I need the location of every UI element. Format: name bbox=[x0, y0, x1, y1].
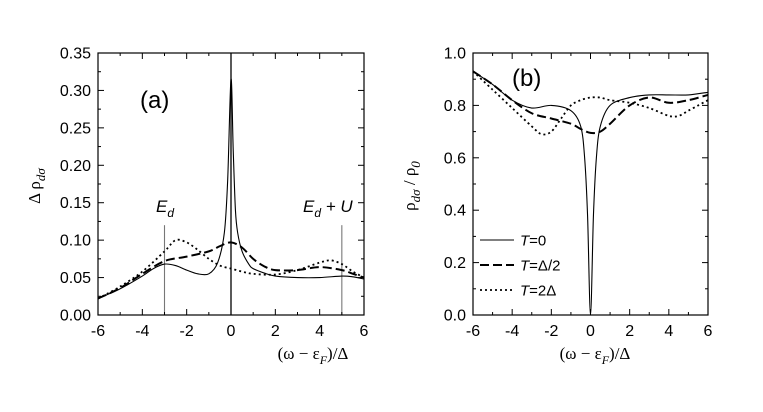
y-axis-label-sub: 0 bbox=[408, 161, 423, 168]
panel-a: -6 -4 -2 0 2 4 6 0.00 0.05 0.10 0.15 0.20 0.25 0.30 0.… bbox=[25, 46, 369, 368]
x-tick-label: 0 bbox=[586, 323, 595, 340]
series-line-dotted bbox=[472, 70, 709, 136]
legend-var: T bbox=[520, 258, 531, 275]
x-tick-label: 6 bbox=[360, 323, 369, 340]
panel-b-ticks: -6 -4 -2 0 2 4 6 0.0 0.2 0.4 0.6 0.8 1.0 bbox=[444, 46, 713, 341]
legend-entry: T=Δ/2 bbox=[520, 258, 560, 275]
x-axis-label-text: (ω − εF)/Δ bbox=[278, 344, 349, 367]
x-tick-label: -4 bbox=[135, 323, 149, 340]
panel-a-annotations: Ed Ed + U bbox=[156, 197, 353, 220]
annotation-rest: + U bbox=[321, 197, 353, 216]
x-axis-label-rest: )/Δ bbox=[609, 344, 630, 363]
x-axis-label-sub: F bbox=[319, 353, 328, 367]
panel-a-curves bbox=[97, 53, 365, 315]
annotation-main: E bbox=[303, 197, 315, 216]
panel-a-y-axis-label: Δ ρdσ bbox=[25, 168, 48, 204]
y-axis-label-text: Δ ρdσ bbox=[25, 168, 48, 204]
x-axis-label-sub: F bbox=[601, 353, 610, 367]
x-tick-label: 4 bbox=[664, 323, 673, 340]
x-axis-label-text: (ω − εF)/Δ bbox=[560, 344, 631, 367]
legend-value: =2Δ bbox=[529, 283, 556, 300]
panel-b-y-axis-label: ρdσ / ρ0 bbox=[400, 161, 423, 211]
annotation-subscript: d bbox=[167, 206, 174, 220]
legend-value: =Δ/2 bbox=[529, 258, 560, 275]
x-tick-label: -4 bbox=[505, 323, 519, 340]
y-tick-label: 0.25 bbox=[60, 120, 91, 137]
legend-var: T bbox=[520, 283, 531, 300]
legend-entry: T=0 bbox=[520, 233, 546, 250]
series-line-dashed bbox=[97, 241, 365, 300]
y-tick-label: 0.6 bbox=[444, 150, 466, 167]
y-axis-label-main: / ρ bbox=[400, 168, 419, 190]
x-tick-label: 2 bbox=[625, 323, 634, 340]
annotation-label: Ed + U bbox=[303, 197, 353, 220]
annotation-subscript: d bbox=[314, 206, 321, 220]
y-tick-label: 0.05 bbox=[60, 270, 91, 287]
panel-b-x-axis-label: (ω − εF)/Δ bbox=[560, 344, 631, 367]
y-tick-label: 0.35 bbox=[60, 46, 91, 63]
panel-a-x-axis-label: (ω − εF)/Δ bbox=[278, 344, 349, 367]
annotation-main: E bbox=[156, 197, 168, 216]
y-tick-label: 0.0 bbox=[444, 308, 466, 325]
y-axis-label-text: ρdσ / ρ0 bbox=[400, 161, 423, 211]
x-tick-label: -6 bbox=[466, 323, 480, 340]
legend-var: T bbox=[520, 233, 531, 250]
y-tick-label: 0.4 bbox=[444, 203, 466, 220]
x-tick-label: 2 bbox=[271, 323, 280, 340]
x-axis-label-main: (ω − ε bbox=[278, 344, 320, 363]
x-tick-label: -2 bbox=[180, 323, 194, 340]
y-tick-label: 0.10 bbox=[60, 233, 91, 250]
y-tick-label: 0.00 bbox=[60, 308, 91, 325]
panel-a-label: (a) bbox=[140, 87, 169, 114]
y-tick-label: 0.20 bbox=[60, 158, 91, 175]
panel-b-frame bbox=[472, 52, 709, 316]
legend-value: =0 bbox=[529, 233, 546, 250]
x-tick-label: -6 bbox=[91, 323, 105, 340]
y-tick-label: 0.2 bbox=[444, 255, 466, 272]
y-axis-label-sub: dσ bbox=[33, 168, 48, 182]
y-tick-label: 1.0 bbox=[444, 46, 466, 63]
panel-b-label: (b) bbox=[512, 65, 541, 92]
x-tick-label: 0 bbox=[227, 323, 236, 340]
x-tick-label: -2 bbox=[544, 323, 558, 340]
legend-entry: T=2Δ bbox=[520, 283, 556, 300]
x-tick-label: 4 bbox=[315, 323, 324, 340]
y-axis-label-main: ρ bbox=[400, 202, 419, 210]
panel-b-curves bbox=[472, 70, 709, 316]
panel-b: -6 -4 -2 0 2 4 60.00.20.40.60.81.0 (b) T=0T=Δ/… bbox=[400, 46, 713, 368]
annotation-label: Ed bbox=[156, 197, 174, 220]
panel-b-legend: T=0T=Δ/2T=2Δ bbox=[480, 233, 560, 300]
x-tick-label: 6 bbox=[704, 323, 713, 340]
series-line-dotted bbox=[97, 238, 365, 300]
y-axis-label-sub: dσ bbox=[408, 189, 423, 203]
y-axis-label-main: Δ ρ bbox=[25, 181, 44, 204]
y-tick-label: 0.8 bbox=[444, 98, 466, 115]
x-axis-label-main: (ω − ε bbox=[560, 344, 602, 363]
x-axis-label-rest: )/Δ bbox=[327, 344, 348, 363]
series-line-solid bbox=[472, 70, 709, 316]
series-line-solid bbox=[97, 78, 365, 300]
y-tick-label: 0.30 bbox=[60, 83, 91, 100]
series-line-dashed bbox=[472, 70, 709, 135]
y-tick-label: 0.15 bbox=[60, 195, 91, 212]
panel-a-ticks: -6 -4 -2 0 2 4 6 0.00 0.05 0.10 0.15 0.20 0.25 0.30 0.… bbox=[60, 46, 369, 341]
